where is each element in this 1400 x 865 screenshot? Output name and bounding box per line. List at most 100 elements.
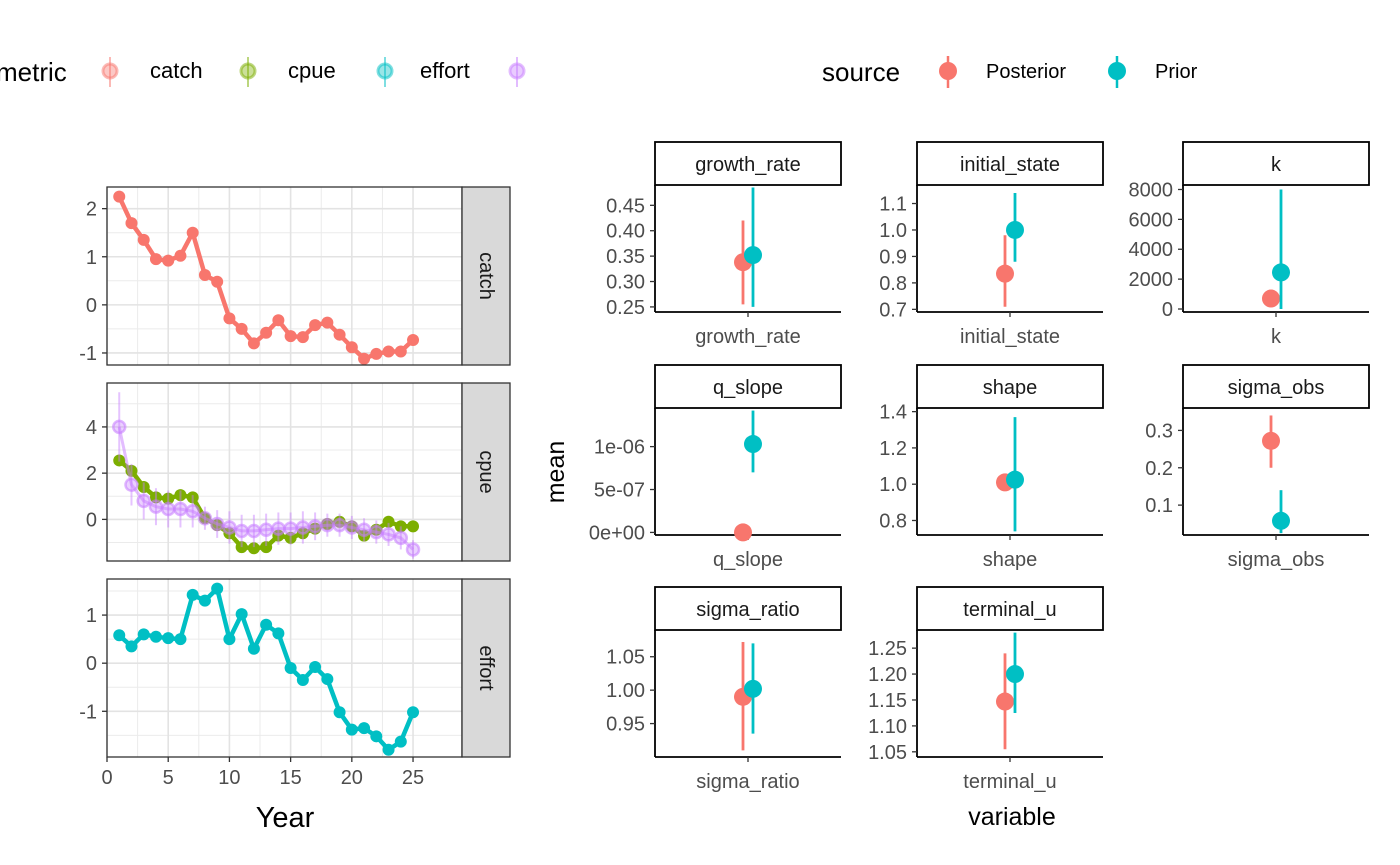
x-tick-label: initial_state bbox=[960, 326, 1060, 348]
data-point bbox=[356, 522, 372, 538]
strip-background bbox=[461, 578, 511, 758]
strip-label: sigma_obs bbox=[1228, 377, 1325, 399]
x-tick-label: shape bbox=[983, 549, 1038, 571]
data-point bbox=[295, 520, 311, 535]
facet-panel-sigma_ratio: sigma_ratio 0.95 1.00 1.05 sigma_ratio bbox=[606, 586, 842, 793]
y-tick-label: 4000 bbox=[1129, 239, 1174, 261]
metric-legend-key: effort bbox=[376, 57, 470, 87]
y-tick-label: 1.0 bbox=[879, 220, 907, 242]
mean-axis-title: mean bbox=[542, 441, 570, 504]
facet-strip-q_slope: q_slope bbox=[654, 364, 842, 409]
facet-strip-sigma_obs: sigma_obs bbox=[1182, 364, 1370, 409]
strip-label: cpue bbox=[475, 450, 497, 493]
y-tick-label: 0.9 bbox=[879, 246, 907, 268]
prior-point bbox=[1006, 470, 1024, 489]
data-point bbox=[174, 489, 187, 502]
source-legend-title: source bbox=[822, 57, 900, 87]
facet-panel-effort: -1 0 1 effort 0 5 10 15 20 25 bbox=[79, 578, 511, 789]
data-point bbox=[235, 541, 248, 554]
y-tick-label: 1.25 bbox=[868, 638, 907, 660]
y-tick-label: 2000 bbox=[1129, 269, 1174, 291]
y-tick-label: 8000 bbox=[1129, 179, 1174, 201]
data-point bbox=[197, 510, 213, 526]
data-point bbox=[333, 328, 346, 341]
y-tick-label: 1.2 bbox=[879, 438, 907, 460]
facet-panel-growth_rate: growth_rate 0.25 0.30 0.35 0.40 0.45 growth_ra… bbox=[606, 141, 842, 348]
legend-point bbox=[508, 62, 526, 80]
variable-axis-title: variable bbox=[968, 803, 1056, 831]
data-point bbox=[369, 524, 384, 540]
source-legend: source Posterior Prior bbox=[822, 56, 1198, 88]
data-point bbox=[394, 520, 407, 533]
data-point bbox=[394, 735, 407, 748]
y-tick-label: 0.35 bbox=[606, 246, 645, 268]
data-point bbox=[320, 517, 335, 533]
facet-strip-initial_state: initial_state bbox=[916, 141, 1104, 186]
strip-label: shape bbox=[983, 377, 1038, 399]
year-axis-title: Year bbox=[256, 802, 315, 834]
y-tick-label: 0.3 bbox=[1145, 420, 1173, 442]
data-point bbox=[209, 516, 225, 532]
data-point bbox=[333, 706, 346, 719]
y-tick-label: -1 bbox=[79, 701, 97, 723]
y-tick-label: 1.20 bbox=[868, 664, 907, 686]
y-tick-label: 6000 bbox=[1129, 209, 1174, 231]
x-tick-label: sigma_obs bbox=[1228, 549, 1325, 571]
facet-panel-initial_state: initial_state 0.7 0.8 0.9 1.0 1.1 initial_stat… bbox=[879, 141, 1104, 348]
data-point bbox=[332, 517, 347, 533]
strip-background bbox=[654, 141, 842, 186]
strip-background bbox=[461, 186, 511, 366]
prior-point bbox=[744, 246, 762, 265]
data-point bbox=[137, 481, 150, 494]
legend-point bbox=[239, 62, 257, 80]
y-tick-label: 5e-07 bbox=[594, 480, 645, 502]
data-point bbox=[136, 493, 151, 509]
panel-border bbox=[106, 578, 463, 758]
data-point bbox=[272, 627, 285, 640]
data-point bbox=[198, 269, 211, 282]
y-tick-label: 1.0 bbox=[879, 474, 907, 496]
strip-background bbox=[461, 382, 511, 562]
posterior-point bbox=[996, 692, 1014, 711]
data-point bbox=[382, 345, 395, 358]
data-point bbox=[113, 629, 126, 642]
data-point bbox=[137, 628, 150, 641]
data-point bbox=[247, 542, 260, 555]
x-tick-label: 15 bbox=[279, 767, 301, 789]
data-point bbox=[173, 501, 188, 517]
panel-border bbox=[106, 382, 463, 562]
strip-label: q_slope bbox=[713, 377, 783, 399]
data-point bbox=[309, 319, 322, 332]
y-tick-label: 0.2 bbox=[1145, 458, 1173, 480]
data-point bbox=[113, 190, 126, 203]
data-point bbox=[222, 520, 237, 535]
x-tick-label: 25 bbox=[402, 767, 424, 789]
posterior-point bbox=[734, 523, 752, 542]
data-point bbox=[358, 722, 371, 735]
data-point bbox=[247, 642, 260, 655]
posterior-point bbox=[1262, 431, 1280, 450]
metric-legend-key: cpue bbox=[239, 57, 336, 87]
series-line bbox=[117, 426, 415, 551]
facet-panel-k: k 0 2000 4000 6000 8000 k bbox=[1129, 141, 1370, 348]
legend-point bbox=[376, 62, 394, 80]
facet-panel-sigma_obs: sigma_obs 0.1 0.2 0.3 sigma_obs bbox=[1145, 364, 1370, 571]
data-point bbox=[407, 706, 420, 719]
data-point bbox=[185, 504, 200, 519]
data-point bbox=[358, 352, 371, 365]
data-point bbox=[407, 520, 420, 533]
y-tick-label: 0.25 bbox=[606, 297, 645, 319]
y-tick-label: 2 bbox=[86, 199, 97, 221]
source-legend-key: Posterior bbox=[939, 56, 1066, 88]
data-point bbox=[211, 582, 224, 595]
time-series-facets: -1 0 1 2 catch 0 2 4 cpue -1 0 1 effort 0 5 10 15 20 25 bbox=[79, 186, 511, 789]
data-point bbox=[370, 730, 383, 743]
metric-legend-key: catch bbox=[101, 57, 203, 87]
strip-background bbox=[916, 364, 1104, 409]
metric-legend-label: cpue bbox=[288, 58, 336, 83]
data-point bbox=[407, 333, 420, 346]
y-tick-label: 0.7 bbox=[879, 299, 907, 321]
data-point bbox=[160, 501, 176, 517]
data-point bbox=[296, 331, 309, 344]
y-tick-label: 0e+00 bbox=[589, 522, 645, 544]
